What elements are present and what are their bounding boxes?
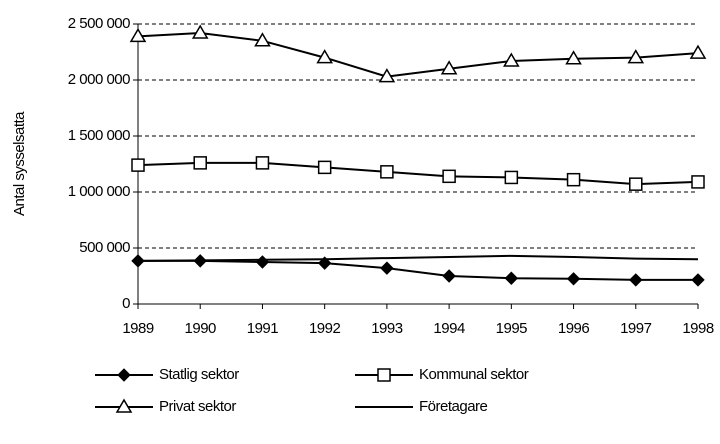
series-line [137,161,699,186]
series-line [137,31,699,78]
marker [566,272,581,286]
x-tick-label: 1993 [371,320,403,337]
marker [380,165,394,179]
marker [129,27,147,43]
marker [442,169,456,184]
marker [691,273,705,287]
marker [627,49,645,64]
marker [191,24,209,39]
marker [442,269,456,283]
series-line [138,259,698,281]
marker [117,368,131,382]
marker [193,156,207,170]
y-tick-label: 500 000 [79,239,130,256]
y-tick-label: 2 500 000 [68,15,130,32]
marker [689,44,707,59]
x-tick-label: 1997 [620,320,652,337]
x-tick-label: 1989 [122,320,154,337]
x-tick-label: 1991 [247,320,279,337]
legend-label: Företagare [419,398,488,415]
x-tick-label: 1992 [309,320,341,337]
marker [255,255,270,269]
marker [629,273,643,287]
y-tick-label: 1 000 000 [68,183,130,200]
marker [377,368,391,382]
marker [380,261,394,275]
series-line [137,254,699,262]
y-tick-label: 2 000 000 [68,71,130,88]
x-tick-label: 1990 [185,320,217,337]
y-axis-label: Antal sysselsatta [11,111,28,216]
legend-label: Kommunal sektor [419,366,529,383]
y-tick-label: 1 500 000 [68,127,130,144]
marker [566,172,581,187]
marker [565,50,582,65]
marker [254,32,271,47]
x-tick-label: 1996 [558,320,590,337]
x-tick-label: 1995 [496,320,528,337]
x-tick-label: 1998 [682,320,714,337]
marker [131,158,145,172]
marker [317,160,332,175]
marker [691,175,705,189]
marker [378,68,396,83]
marker [503,52,520,67]
marker [440,60,458,75]
marker [316,49,333,64]
marker [629,177,643,191]
legend-label: Privat sektor [159,398,236,415]
marker [504,271,519,285]
y-tick-label: 0 [122,295,130,312]
legend-label: Statlig sektor [159,366,239,383]
x-tick-label: 1994 [433,320,465,337]
marker [504,170,519,185]
marker [255,156,270,170]
marker [115,398,133,413]
